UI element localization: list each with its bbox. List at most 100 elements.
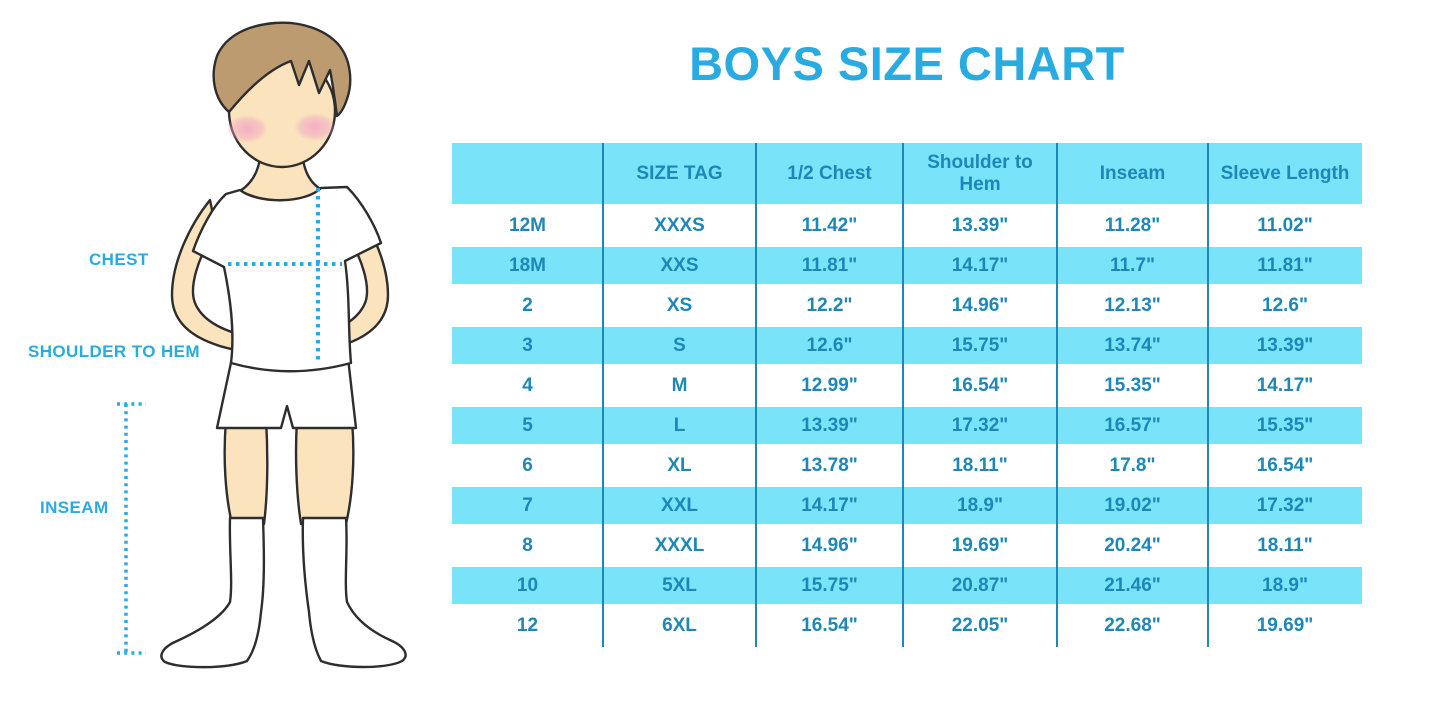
value-cell: 16.54": [951, 374, 1009, 396]
value-cell: 11.02": [1257, 214, 1313, 236]
value-cell: S: [673, 334, 686, 356]
value-cell: 12.6": [1262, 294, 1308, 316]
value-cell: 13.39": [801, 414, 858, 436]
value-cell: 20.24": [1104, 534, 1161, 556]
value-cell: 12.6": [806, 334, 853, 356]
value-cell: 14.17": [801, 494, 858, 516]
table-row: 12M XXXS 11.42" 13.39" 11.28" 11.02": [452, 207, 1362, 247]
size-cell: 8: [522, 534, 533, 556]
shoulder-to-hem-label: SHOULDER TO HEM: [28, 342, 200, 361]
value-cell: 11.7": [1110, 254, 1155, 276]
hair: [212, 21, 352, 118]
column-divider: [602, 143, 604, 647]
value-cell: 19.02": [1104, 494, 1161, 516]
column-divider: [755, 143, 757, 647]
column-divider: [1056, 143, 1058, 647]
column-divider: [1207, 143, 1209, 647]
value-cell: 19.69": [951, 534, 1009, 556]
value-cell: 18.11": [952, 454, 1008, 476]
table-row: 10 5XL 15.75" 20.87" 21.46" 18.9": [452, 567, 1362, 607]
value-cell: 20.87": [951, 574, 1009, 596]
table-row: 5 L 13.39" 17.32" 16.57" 15.35": [452, 407, 1362, 447]
left-blush: [226, 115, 268, 143]
value-cell: 19.69": [1256, 614, 1314, 636]
value-cell: 11.81": [801, 254, 858, 276]
size-cell: 4: [522, 374, 533, 396]
header-cell: Sleeve Length: [1220, 162, 1350, 184]
value-cell: 15.75": [951, 334, 1009, 356]
right-leg: [294, 418, 355, 526]
header-cell: [452, 143, 603, 204]
value-cell: 12.2": [806, 294, 853, 316]
boy-illustration: [117, 21, 407, 669]
value-cell: 11.28": [1104, 214, 1161, 236]
size-cell: 6: [522, 454, 533, 476]
value-cell: 11.81": [1257, 254, 1313, 276]
value-cell: 13.39": [951, 214, 1009, 236]
value-cell: M: [671, 374, 688, 396]
left-sock: [160, 516, 266, 669]
value-cell: 18.11": [1257, 534, 1313, 556]
value-cell: 13.78": [801, 454, 858, 476]
size-cell: 10: [516, 574, 539, 596]
size-cell: 18M: [509, 254, 546, 276]
header-cell: SIZE TAG: [636, 162, 723, 184]
value-cell: L: [673, 414, 686, 436]
value-cell: XS: [666, 294, 693, 316]
value-cell: 12.13": [1104, 294, 1161, 316]
value-cell: 15.35": [1104, 374, 1161, 396]
value-cell: 12.99": [801, 374, 858, 396]
value-cell: 16.54": [801, 614, 858, 636]
header-cell: Inseam: [1099, 162, 1166, 184]
value-cell: XXL: [661, 494, 698, 516]
size-cell: 7: [522, 494, 533, 516]
header-row: SIZE TAG 1/2 Chest Shoulder to Hem Inseam Sl…: [452, 143, 1362, 207]
value-cell: 17.32": [1256, 494, 1314, 516]
chest-label: CHEST: [89, 250, 149, 269]
size-cell: 12M: [509, 214, 546, 236]
value-cell: 18.9": [1262, 574, 1308, 596]
value-cell: 22.68": [1104, 614, 1161, 636]
value-cell: 13.74": [1104, 334, 1161, 356]
right-sock: [301, 516, 407, 669]
value-cell: 11.42": [801, 214, 858, 236]
table-row: 6 XL 13.78" 18.11" 17.8" 16.54": [452, 447, 1362, 487]
value-cell: 5XL: [662, 574, 697, 596]
left-leg: [223, 418, 269, 526]
value-cell: 22.05": [951, 614, 1009, 636]
table-row: 2 XS 12.2" 14.96" 12.13" 12.6": [452, 287, 1362, 327]
size-cell: 5: [522, 414, 533, 436]
value-cell: 14.17": [951, 254, 1009, 276]
size-table-body: 12M XXXS 11.42" 13.39" 11.28" 11.02" 18M XXS 11.…: [452, 207, 1362, 647]
size-table-header: SIZE TAG 1/2 Chest Shoulder to Hem Inseam Sl…: [452, 143, 1362, 207]
value-cell: XXXL: [654, 534, 705, 556]
size-table: SIZE TAG 1/2 Chest Shoulder to Hem Inseam Sl…: [452, 143, 1362, 647]
table-row: 8 XXXL 14.96" 19.69" 20.24" 18.11": [452, 527, 1362, 567]
value-cell: XL: [667, 454, 692, 476]
value-cell: 17.32": [951, 414, 1009, 436]
value-cell: 14.17": [1256, 374, 1314, 396]
column-divider: [902, 143, 904, 647]
value-cell: XXXS: [654, 214, 705, 236]
value-cell: 16.54": [1256, 454, 1314, 476]
table-row: 3 S 12.6" 15.75" 13.74" 13.39": [452, 327, 1362, 367]
value-cell: 17.8": [1109, 454, 1156, 476]
header-cell: Shoulder to Hem: [927, 152, 1033, 195]
value-cell: XXS: [660, 254, 699, 276]
table-row: 18M XXS 11.81" 14.17" 11.7" 11.81": [452, 247, 1362, 287]
value-cell: 16.57": [1104, 414, 1161, 436]
header-cell: 1/2 Chest: [787, 162, 872, 184]
value-cell: 13.39": [1256, 334, 1314, 356]
table-row: 7 XXL 14.17" 18.9" 19.02" 17.32": [452, 487, 1362, 527]
size-cell: 2: [522, 294, 533, 316]
value-cell: 15.35": [1256, 414, 1314, 436]
right-blush: [294, 113, 336, 141]
value-cell: 15.75": [801, 574, 858, 596]
value-cell: 6XL: [662, 614, 697, 636]
table-row: 12 6XL 16.54" 22.05" 22.68" 19.69": [452, 607, 1362, 647]
size-cell: 12: [516, 614, 539, 636]
value-cell: 14.96": [801, 534, 858, 556]
value-cell: 18.9": [957, 494, 1003, 516]
t-shirt: [191, 185, 383, 373]
